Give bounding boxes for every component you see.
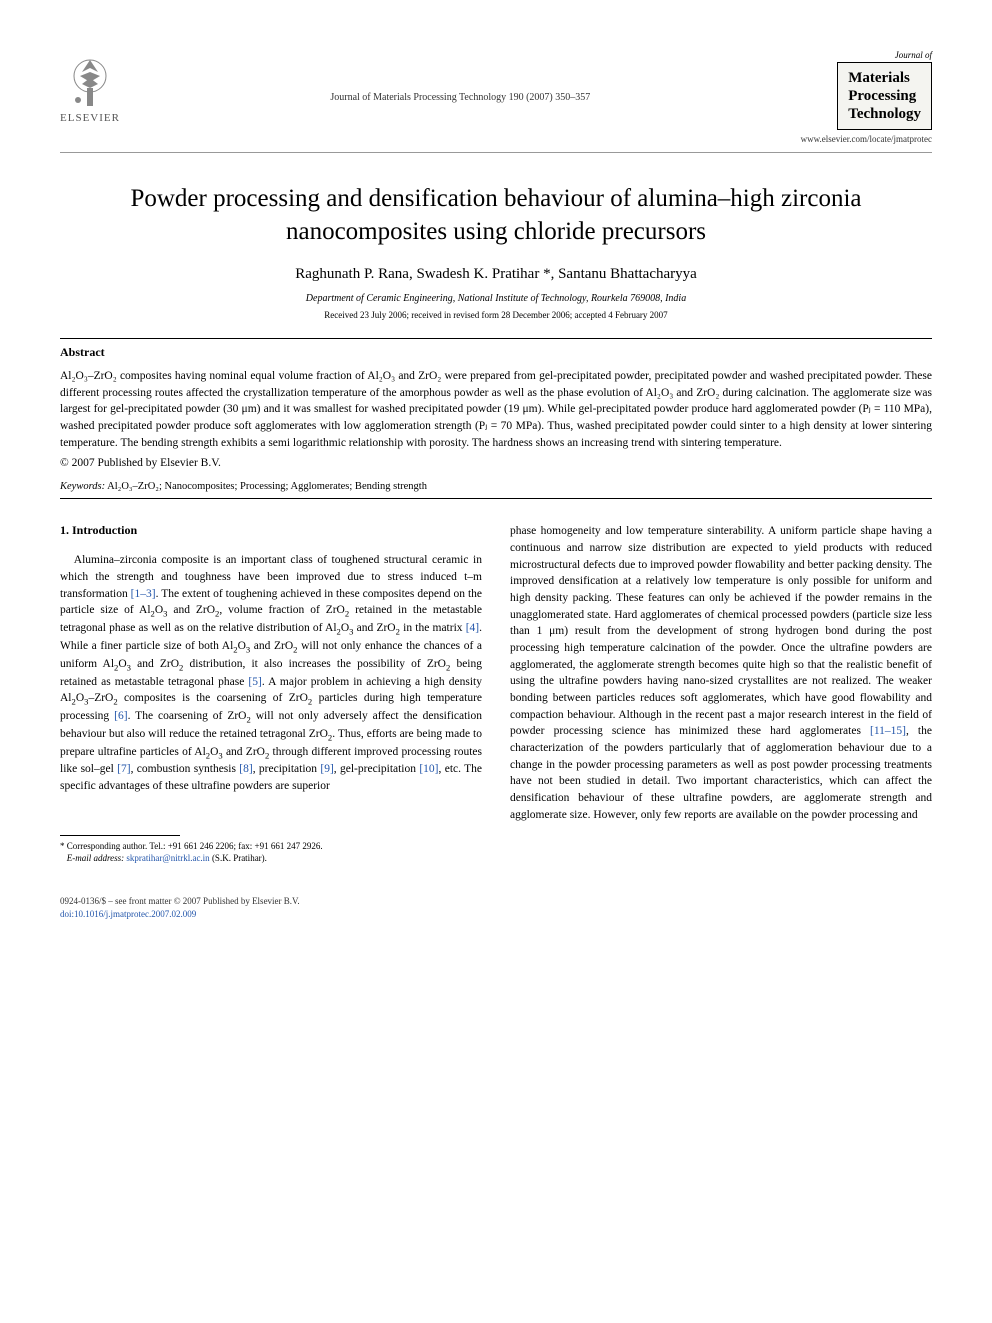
abstract-copyright: © 2007 Published by Elsevier B.V. [60, 457, 932, 469]
affiliation: Department of Ceramic Engineering, Natio… [60, 293, 932, 304]
authors-line: Raghunath P. Rana, Swadesh K. Pratihar *… [60, 266, 932, 283]
journal-box-pretitle: Journal of [801, 50, 932, 60]
ref-5[interactable]: [5] [248, 676, 261, 688]
ref-11-15[interactable]: [11–15] [870, 725, 906, 737]
journal-reference: Journal of Materials Processing Technolo… [120, 92, 801, 103]
abstract-bottom-divider [60, 498, 932, 499]
journal-url[interactable]: www.elsevier.com/locate/jmatprotec [801, 134, 932, 144]
column-left: 1. Introduction Alumina–zirconia composi… [60, 523, 482, 865]
abstract-body: Al₂O₃–ZrO₂ composites having nominal equ… [60, 368, 932, 451]
abstract-heading: Abstract [60, 345, 932, 360]
footer-doi[interactable]: doi:10.1016/j.jmatprotec.2007.02.009 [60, 909, 196, 919]
footer-front-matter: 0924-0136/$ – see front matter © 2007 Pu… [60, 896, 300, 906]
ref-6[interactable]: [6] [114, 710, 127, 722]
page-header: ELSEVIER Journal of Materials Processing… [60, 50, 932, 144]
abstract-top-divider [60, 338, 932, 339]
intro-paragraph-right: phase homogeneity and low temperature si… [510, 523, 932, 823]
ref-10[interactable]: [10] [419, 763, 438, 775]
corresponding-author-footnote: * Corresponding author. Tel.: +91 661 24… [60, 840, 482, 865]
footnote-email-label: E-mail address: [67, 853, 124, 863]
section-1-heading: 1. Introduction [60, 523, 482, 538]
article-dates: Received 23 July 2006; received in revis… [60, 310, 932, 320]
journal-title-box: Journal of Materials Processing Technolo… [801, 50, 932, 144]
keywords-text: Al₂O₃–ZrO₂; Nanocomposites; Processing; … [105, 481, 427, 492]
ref-4[interactable]: [4] [466, 622, 479, 634]
ref-9[interactable]: [9] [320, 763, 333, 775]
body-columns: 1. Introduction Alumina–zirconia composi… [60, 523, 932, 865]
elsevier-tree-icon [60, 50, 120, 110]
header-divider [60, 152, 932, 153]
publisher-logo: ELSEVIER [60, 50, 120, 124]
intro-paragraph-left: Alumina–zirconia composite is an importa… [60, 552, 482, 794]
column-right: phase homogeneity and low temperature si… [510, 523, 932, 865]
keywords: Keywords: Al₂O₃–ZrO₂; Nanocomposites; Pr… [60, 481, 932, 492]
article-title: Powder processing and densification beha… [60, 183, 932, 248]
ref-1-3[interactable]: [1–3] [131, 588, 156, 600]
footnote-email-suffix: (S.K. Pratihar). [210, 853, 267, 863]
footnote-corr: * Corresponding author. Tel.: +91 661 24… [60, 841, 323, 851]
footnote-email[interactable]: skpratihar@nitrkl.ac.in [126, 853, 209, 863]
publisher-name: ELSEVIER [60, 112, 120, 124]
ref-8[interactable]: [8] [239, 763, 252, 775]
page-footer: 0924-0136/$ – see front matter © 2007 Pu… [60, 895, 932, 920]
keywords-label: Keywords: [60, 481, 105, 492]
journal-box-title: Materials Processing Technology [837, 62, 932, 130]
footnote-rule [60, 835, 180, 836]
ref-7[interactable]: [7] [117, 763, 130, 775]
